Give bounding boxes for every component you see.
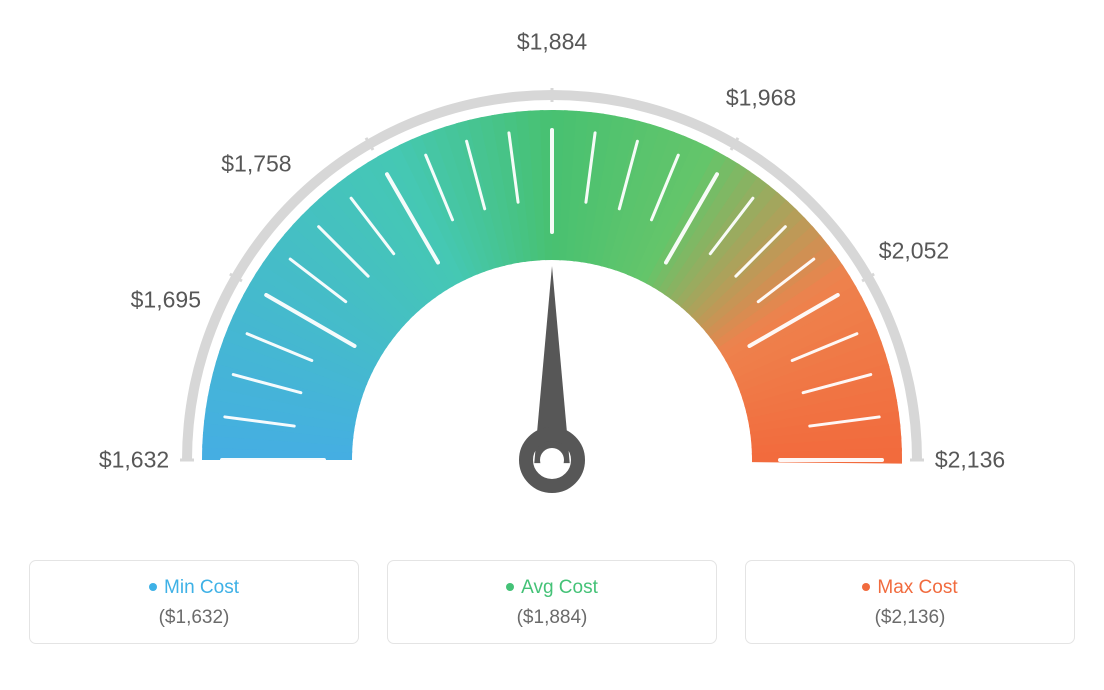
gauge-tick-label: $1,884 bbox=[517, 29, 587, 56]
legend-title-avg: Avg Cost bbox=[400, 577, 704, 599]
gauge-tick-label: $1,758 bbox=[221, 151, 291, 178]
legend-card-max: Max Cost ($2,136) bbox=[745, 560, 1075, 644]
legend-value-min: ($1,632) bbox=[42, 607, 346, 629]
gauge-tick-label: $1,632 bbox=[99, 447, 169, 474]
legend-title-min: Min Cost bbox=[42, 577, 346, 599]
legend-dot-min bbox=[149, 583, 157, 591]
gauge-chart: $1,632 $1,695 $1,758 $1,884 $1,968 $2,052 $2,1… bbox=[0, 0, 1104, 560]
legend-title-max: Max Cost bbox=[758, 577, 1062, 599]
gauge-svg bbox=[0, 0, 1104, 560]
legend-dot-avg bbox=[506, 583, 514, 591]
gauge-tick-label: $1,968 bbox=[726, 85, 796, 112]
gauge-tick-label: $1,695 bbox=[131, 287, 201, 314]
legend-label-min: Min Cost bbox=[164, 577, 239, 598]
legend-value-max: ($2,136) bbox=[758, 607, 1062, 629]
gauge-tick-label: $2,136 bbox=[935, 447, 1005, 474]
legend-label-max: Max Cost bbox=[877, 577, 957, 598]
gauge-tick-label: $2,052 bbox=[879, 238, 949, 265]
legend-value-avg: ($1,884) bbox=[400, 607, 704, 629]
legend-card-min: Min Cost ($1,632) bbox=[29, 560, 359, 644]
legend-row: Min Cost ($1,632) Avg Cost ($1,884) Max … bbox=[0, 560, 1104, 644]
legend-card-avg: Avg Cost ($1,884) bbox=[387, 560, 717, 644]
legend-label-avg: Avg Cost bbox=[521, 577, 598, 598]
legend-dot-max bbox=[862, 583, 870, 591]
